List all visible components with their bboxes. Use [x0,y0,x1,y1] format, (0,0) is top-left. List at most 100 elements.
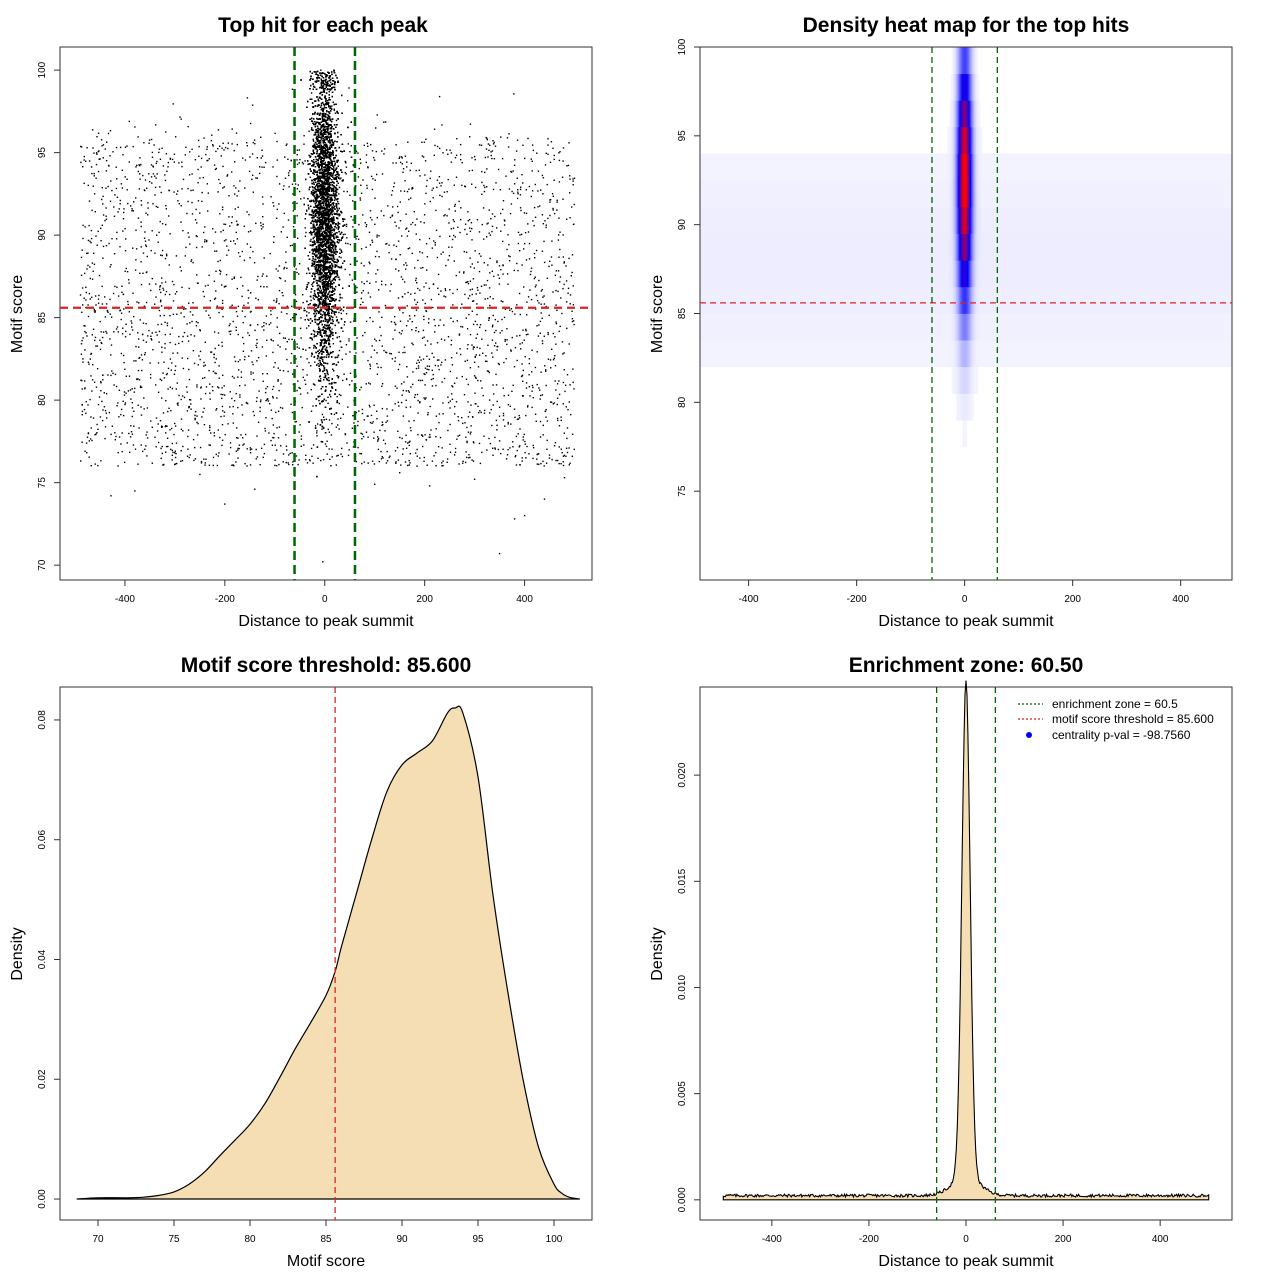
scatter-point [146,455,148,457]
scatter-point [533,252,536,255]
scatter-point [519,194,522,196]
scatter-point [273,299,275,302]
scatter-point [553,357,555,359]
scatter-point [529,289,531,291]
scatter-point [333,413,336,416]
scatter-point [187,435,189,438]
scatter-point [555,304,557,306]
scatter-point [540,290,543,292]
scatter-point [277,379,279,381]
scatter-point [308,130,310,132]
scatter-point [284,177,287,179]
scatter-point [229,442,232,444]
scatter-point [167,410,169,413]
scatter-point [328,419,331,421]
scatter-point [385,243,387,245]
scatter-point [426,464,428,466]
scatter-point [233,400,236,402]
scatter-point [321,413,324,416]
scatter-point [174,293,177,295]
scatter-point [523,339,525,341]
scatter-point [161,397,163,399]
scatter-point [298,459,300,461]
scatter-point [558,380,560,382]
scatter-point [348,384,351,386]
scatter-point [300,438,303,440]
scatter-point [332,234,334,236]
scatter-point [168,189,170,192]
scatter-point [476,219,479,221]
scatter-point [441,182,443,184]
scatter-point [525,334,528,336]
scatter-point [403,190,406,192]
scatter-point [80,379,82,381]
scatter-point [484,171,486,174]
scatter-point [175,255,178,257]
scatter-point [563,283,565,286]
scatter-point [190,189,192,192]
scatter-point [128,375,131,377]
scatter-point [432,197,434,199]
scatter-point [508,255,510,257]
scatter-point [418,169,420,171]
scatter-point [563,261,565,263]
scatter-point [294,183,297,185]
scatter-point [252,372,254,374]
scatter-point [483,284,485,286]
scatter-point [400,190,402,192]
scatter-point [90,465,92,467]
scatter-point [320,230,322,232]
scatter-point [561,341,564,343]
scatter-point [475,337,477,339]
scatter-point [181,357,183,359]
scatter-point [273,437,275,439]
scatter-point [494,318,496,321]
scatter-point [467,297,470,300]
scatter-point [472,278,475,280]
scatter-point [166,425,168,427]
scatter-point [563,432,565,434]
scatter-point [274,459,276,461]
scatter-point [218,365,220,367]
scatter-point [142,322,145,324]
scatter-point [102,409,104,411]
scatter-point [556,309,558,311]
scatter-point [79,294,82,296]
scatter-point [325,107,328,109]
scatter-point [566,301,568,303]
scatter-point [472,300,474,302]
scatter-point [394,450,397,452]
scatter-point [139,178,141,180]
scatter-point [92,417,95,419]
scatter-point [525,382,528,384]
scatter-point [173,191,175,193]
scatter-point [497,274,499,276]
scatter-point [459,348,461,350]
scatter-point [560,416,562,418]
scatter-point [315,251,317,254]
scatter-point [244,384,246,386]
scatter-point [444,296,447,298]
scatter-point [268,323,270,326]
scatter-point [461,162,463,164]
scatter-point [117,402,119,404]
scatter-point [199,177,201,179]
scatter-point [545,408,547,411]
scatter-point [486,279,489,282]
scatter-point [303,444,305,446]
scatter-point [121,333,124,335]
scatter-point [222,374,224,376]
scatter-point [530,195,532,198]
scatter-point [348,87,350,89]
scatter-point [263,329,265,331]
scatter-point [491,230,493,233]
scatter-point [542,193,544,195]
scatter-point [172,352,174,354]
scatter-point [104,409,107,412]
scatter-point [449,289,451,291]
scatter-point [489,442,492,445]
scatter-point [138,427,140,429]
scatter-point [100,390,102,392]
scatter-point [407,442,409,444]
scatter-point [173,433,175,436]
